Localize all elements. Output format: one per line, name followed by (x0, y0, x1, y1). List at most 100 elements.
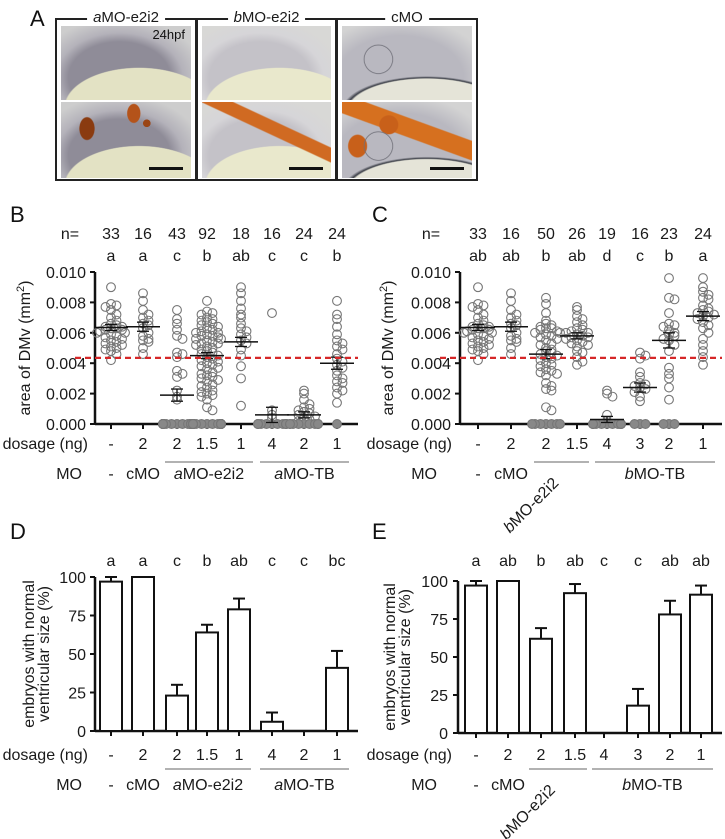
y-axis-label-line-2: ventricular size (%) (36, 586, 53, 722)
data-point (332, 329, 342, 340)
dosage-value: 1.5 (196, 747, 218, 764)
dosage-label: dosage (ng) (367, 747, 452, 764)
data-point (106, 335, 116, 346)
mo-name: MO-e2i2 (507, 475, 562, 530)
data-point (202, 295, 212, 306)
data-point (572, 341, 582, 352)
data-point (213, 327, 223, 338)
data-point (332, 309, 342, 320)
y-axis-label: area of DMv (mm2) (15, 280, 34, 415)
panel-c-letter: C (372, 202, 388, 227)
data-point (664, 273, 674, 284)
mo-group-label: cMO (494, 466, 528, 483)
dosage-value: 2 (542, 436, 551, 453)
data-point (577, 320, 588, 331)
significance-letter: ab (502, 248, 520, 265)
mo-name: cMO (126, 466, 160, 483)
data-point (196, 315, 207, 326)
significance-letter: b (537, 553, 546, 570)
n-count: 92 (198, 226, 216, 243)
data-point (572, 311, 582, 322)
data-point (506, 343, 516, 353)
dosage-label: dosage (ng) (367, 436, 452, 453)
data-point (236, 288, 246, 299)
significance-letter: a (699, 248, 708, 265)
scale-bar (430, 167, 464, 170)
mo-prefix: a (173, 777, 182, 794)
image-caption-cmo: cMO (385, 9, 429, 26)
dosage-value: - (108, 747, 113, 764)
mo-name: MO-e2i2 (182, 777, 243, 794)
data-point (332, 376, 342, 387)
n-count: 24 (694, 226, 712, 243)
data-point (332, 382, 342, 393)
significance-letter: b (333, 248, 342, 265)
y-tick-label: 0.000 (46, 417, 86, 434)
data-point (506, 335, 516, 346)
data-point (658, 419, 669, 429)
bar (260, 720, 284, 733)
data-point (202, 335, 212, 346)
data-point (202, 312, 212, 323)
mo-name: cMO (494, 466, 528, 483)
data-point (541, 292, 551, 303)
dosage-value: 2 (504, 747, 513, 764)
bar (464, 584, 488, 734)
dosage-value: 2 (537, 747, 546, 764)
data-point (546, 405, 557, 416)
y-tick-label: 100 (421, 574, 448, 591)
data-point (511, 333, 522, 344)
data-point (332, 419, 342, 429)
data-point (267, 308, 277, 318)
significance-letter: ab (469, 248, 487, 265)
significance-letter: ab (692, 553, 710, 570)
data-point (236, 400, 246, 411)
data-point (541, 402, 551, 413)
y-axis-label-close: ) (380, 280, 397, 285)
data-point (709, 309, 719, 320)
y-tick-label: 25 (430, 688, 448, 705)
data-point (332, 335, 342, 346)
data-point (588, 419, 598, 429)
data-point (332, 321, 342, 332)
data-point (92, 327, 102, 338)
dosage-value: 2 (507, 436, 516, 453)
data-point (658, 321, 669, 332)
data-point (143, 336, 154, 347)
data-point (541, 329, 551, 340)
data-point (202, 402, 212, 413)
data-point (236, 282, 246, 293)
mo-label: MO (56, 466, 82, 483)
data-point (535, 367, 546, 378)
data-point (572, 305, 582, 315)
data-point (236, 295, 246, 306)
data-point (236, 318, 246, 329)
significance-letter: a (107, 553, 116, 570)
y-tick-label: 0.010 (46, 265, 86, 282)
data-point (572, 359, 582, 370)
dosage-value: 1 (237, 436, 246, 453)
dosage-value: 2 (139, 436, 148, 453)
data-point (535, 361, 546, 372)
mo-prefix: b (625, 466, 634, 483)
data-point (188, 419, 198, 429)
data-point (337, 338, 348, 349)
y-axis-label-superscript: 2 (378, 286, 390, 292)
data-point (664, 362, 674, 373)
mo-name: - (108, 466, 113, 483)
data-point (669, 419, 680, 429)
data-point (640, 379, 651, 390)
data-point (546, 320, 557, 331)
data-point (207, 314, 218, 325)
dosage-value: 1 (697, 747, 706, 764)
bar (563, 592, 587, 734)
mo-group-label: cMO (126, 777, 160, 794)
data-point (541, 370, 551, 381)
data-point (629, 381, 640, 391)
data-point (698, 286, 708, 297)
n-count: 33 (102, 226, 120, 243)
data-point (236, 373, 246, 384)
y-tick-label: 75 (430, 612, 448, 629)
